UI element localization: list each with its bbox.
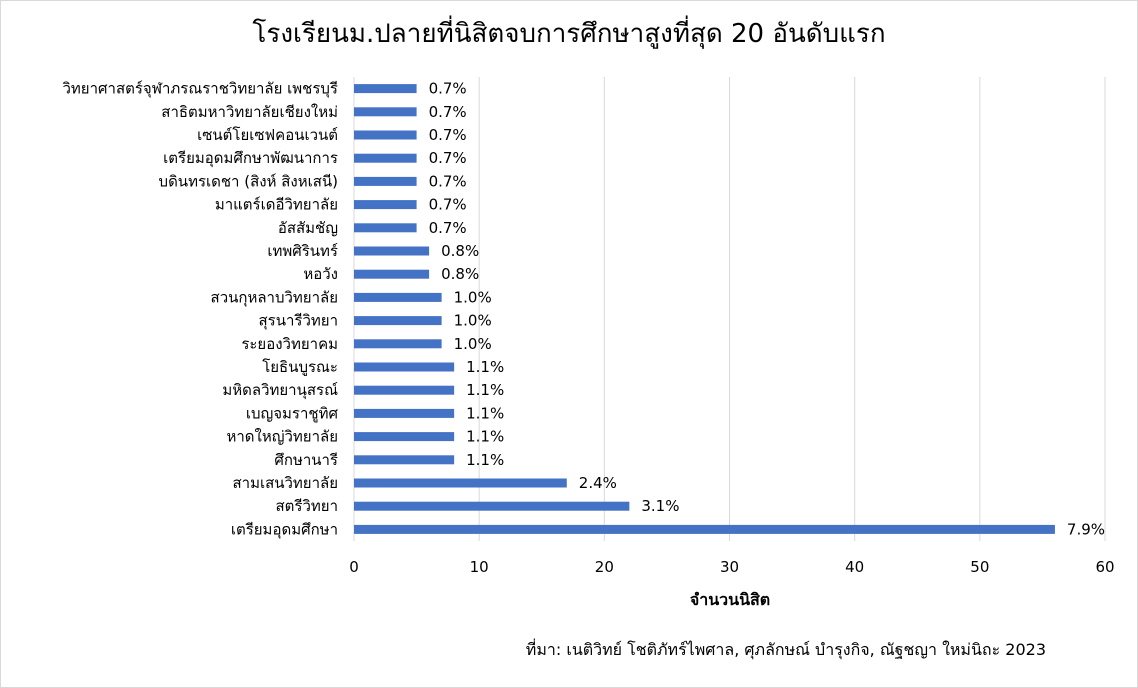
data-label: 1.0% bbox=[454, 312, 492, 330]
bar bbox=[354, 84, 417, 94]
bar bbox=[354, 362, 455, 372]
category-label: เทพศิรินทร์ bbox=[267, 242, 338, 260]
data-label: 0.7% bbox=[429, 219, 467, 237]
bar bbox=[354, 501, 630, 511]
category-label: ระยองวิทยาคม bbox=[241, 335, 338, 353]
bar bbox=[354, 269, 430, 279]
x-axis-label: จำนวนนิสิต bbox=[689, 590, 771, 609]
category-label: บดินทรเดชา (สิงห์ สิงหเสนี) bbox=[159, 172, 338, 190]
category-label: เตรียมอุดมศึกษา bbox=[231, 520, 338, 539]
x-tick-label: 60 bbox=[1095, 558, 1114, 576]
x-tick-label: 30 bbox=[720, 558, 739, 576]
bar bbox=[354, 292, 442, 302]
chart-title: โรงเรียนม.ปลายที่นิสิตจบการศึกษาสูงที่สุ… bbox=[252, 19, 886, 49]
data-label: 1.1% bbox=[466, 428, 504, 446]
data-label: 1.1% bbox=[466, 404, 504, 422]
category-label: สุรนารีวิทยา bbox=[259, 312, 338, 331]
data-label: 1.1% bbox=[466, 358, 504, 376]
x-tick-label: 50 bbox=[970, 558, 989, 576]
data-label: 0.7% bbox=[429, 126, 467, 144]
data-label: 1.1% bbox=[466, 451, 504, 469]
x-tick-label: 0 bbox=[349, 558, 359, 576]
x-tick-label: 10 bbox=[470, 558, 489, 576]
category-label: เบญจมราชูทิศ bbox=[246, 404, 339, 422]
x-tick-label: 20 bbox=[595, 558, 614, 576]
category-label: สามเสนวิทยาลัย bbox=[232, 474, 338, 492]
bar bbox=[354, 524, 1055, 534]
bar bbox=[354, 107, 417, 117]
bar bbox=[354, 432, 455, 442]
source-note: ที่มา: เนติวิทย์ โชติภัทร์ไพศาล, ศุภลักษ… bbox=[525, 640, 1046, 659]
bar bbox=[354, 176, 417, 186]
category-label: เตรียมอุดมศึกษาพัฒนาการ bbox=[163, 149, 338, 168]
bar bbox=[354, 339, 442, 349]
data-label: 0.7% bbox=[429, 196, 467, 214]
bar bbox=[354, 316, 442, 326]
category-label: สาธิตมหาวิทยาลัยเชียงใหม่ bbox=[161, 103, 338, 121]
category-label: ศึกษานารี bbox=[274, 451, 338, 469]
x-tick-label: 40 bbox=[845, 558, 864, 576]
category-label: หอวัง bbox=[303, 265, 338, 283]
category-label: สวนกุหลาบวิทยาลัย bbox=[211, 288, 338, 307]
data-label: 7.9% bbox=[1067, 520, 1105, 538]
data-label: 0.8% bbox=[441, 265, 479, 283]
bar bbox=[354, 246, 430, 256]
bar bbox=[354, 153, 417, 163]
category-label: เซนต์โยเซฟคอนเวนต์ bbox=[197, 126, 338, 144]
bar bbox=[354, 478, 567, 488]
category-label: วิทยาศาสตร์จุฬาภรณราชวิทยาลัย เพชรบุรี bbox=[62, 80, 338, 99]
bar bbox=[354, 455, 455, 465]
data-label: 0.7% bbox=[429, 172, 467, 190]
bar bbox=[354, 385, 455, 395]
category-label: อัสสัมชัญ bbox=[278, 219, 338, 237]
data-label: 1.0% bbox=[454, 288, 492, 306]
category-label: มาแตร์เดอีวิทยาลัย bbox=[215, 196, 338, 214]
data-label: 0.7% bbox=[429, 149, 467, 167]
data-label: 1.1% bbox=[466, 381, 504, 399]
bar bbox=[354, 223, 417, 233]
data-label: 0.7% bbox=[429, 103, 467, 121]
category-label: โยธินบูรณะ bbox=[262, 358, 338, 376]
bar bbox=[354, 200, 417, 210]
category-label: หาดใหญ่วิทยาลัย bbox=[226, 428, 338, 446]
category-label: มหิดลวิทยานุสรณ์ bbox=[222, 381, 338, 400]
category-label: สตรีวิทยา bbox=[276, 497, 338, 515]
data-label: 3.1% bbox=[641, 497, 679, 515]
data-label: 1.0% bbox=[454, 335, 492, 353]
data-label: 2.4% bbox=[579, 474, 617, 492]
bar bbox=[354, 408, 455, 418]
bar bbox=[354, 130, 417, 140]
data-label: 0.8% bbox=[441, 242, 479, 260]
data-label: 0.7% bbox=[429, 80, 467, 98]
